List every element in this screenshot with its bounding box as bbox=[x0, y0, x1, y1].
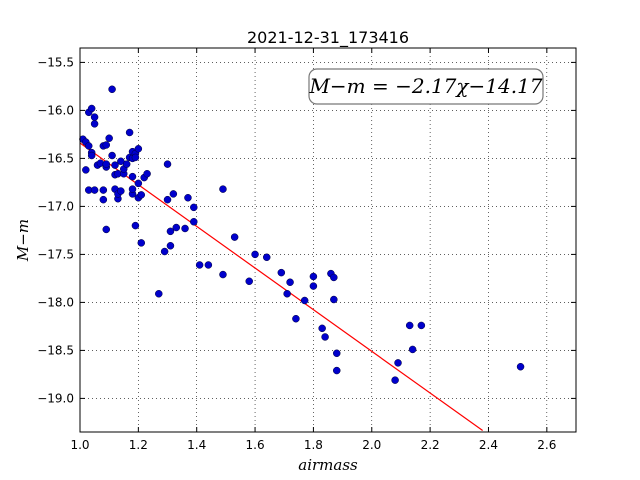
fit-annotation: M−m = −2.17χ−14.17 bbox=[308, 68, 544, 105]
data-point bbox=[90, 113, 99, 121]
data-point bbox=[128, 172, 137, 181]
fit-line bbox=[79, 142, 483, 432]
data-point bbox=[321, 333, 329, 341]
x-tick-label: 1.0 bbox=[70, 438, 89, 452]
y-axis-label: M−m bbox=[14, 219, 32, 262]
x-tick-label: 1.6 bbox=[246, 438, 265, 452]
data-point bbox=[286, 278, 294, 286]
data-point bbox=[318, 324, 326, 333]
data-point bbox=[230, 233, 239, 241]
chart-title: 2021-12-31_173416 bbox=[247, 28, 409, 48]
data-point bbox=[309, 282, 318, 290]
y-tick-label: −17.5 bbox=[37, 247, 74, 261]
data-point bbox=[394, 359, 402, 367]
data-point bbox=[163, 195, 172, 204]
y-tick-label: −16.0 bbox=[37, 103, 74, 117]
data-point bbox=[309, 272, 318, 281]
data-point bbox=[245, 277, 253, 286]
fit-line-layer bbox=[79, 142, 483, 432]
data-point bbox=[160, 247, 169, 256]
x-tick-label: 2.4 bbox=[479, 438, 498, 452]
scatter-points bbox=[79, 85, 525, 384]
data-point bbox=[117, 187, 125, 195]
data-point bbox=[137, 191, 146, 199]
data-point bbox=[330, 273, 338, 282]
data-point bbox=[417, 321, 426, 330]
data-point bbox=[137, 239, 146, 247]
data-point bbox=[128, 185, 137, 193]
data-point bbox=[405, 321, 414, 330]
x-axis-label: airmass bbox=[298, 456, 358, 474]
data-point bbox=[105, 134, 113, 142]
data-point bbox=[172, 223, 181, 232]
annotation-box bbox=[308, 68, 544, 105]
data-point bbox=[90, 120, 99, 128]
data-point bbox=[277, 268, 286, 277]
data-point bbox=[169, 190, 178, 198]
data-point bbox=[166, 242, 175, 250]
x-tick-labels: 1.0 1.2 1.4 1.6 1.8 2.0 2.2 2.4 2.6 bbox=[70, 438, 556, 452]
data-point bbox=[181, 224, 189, 233]
data-point bbox=[122, 160, 131, 168]
y-tick-label: −16.5 bbox=[37, 151, 74, 165]
data-point bbox=[391, 376, 399, 384]
data-point bbox=[283, 290, 291, 298]
data-point bbox=[516, 362, 525, 371]
data-point bbox=[190, 218, 198, 226]
data-point bbox=[219, 185, 227, 193]
data-point bbox=[333, 349, 341, 358]
data-point bbox=[155, 290, 163, 298]
data-point bbox=[85, 142, 93, 150]
data-point bbox=[330, 295, 338, 304]
data-point bbox=[82, 166, 90, 174]
data-point bbox=[125, 128, 134, 137]
data-point bbox=[131, 221, 140, 230]
data-point bbox=[87, 104, 96, 113]
data-point bbox=[102, 160, 111, 168]
data-point bbox=[108, 151, 116, 160]
y-tick-labels: −15.5 −16.0 −16.5 −17.0 −17.5 −18.0 −18.5 −19.0 bbox=[37, 55, 74, 405]
y-tick-label: −19.0 bbox=[37, 391, 74, 405]
y-tick-label: −18.0 bbox=[37, 295, 74, 309]
data-point bbox=[99, 186, 108, 194]
data-point bbox=[195, 261, 204, 269]
data-point bbox=[262, 253, 271, 262]
x-tick-label: 1.8 bbox=[304, 438, 323, 452]
x-tick-label: 1.2 bbox=[129, 438, 148, 452]
data-point bbox=[131, 153, 140, 162]
x-tick-label: 2.0 bbox=[362, 438, 381, 452]
data-point bbox=[408, 345, 417, 354]
data-point bbox=[102, 225, 111, 234]
data-point bbox=[190, 203, 198, 212]
data-point bbox=[333, 366, 341, 375]
x-tick-label: 2.2 bbox=[421, 438, 440, 452]
data-point bbox=[219, 270, 227, 279]
data-point bbox=[163, 160, 172, 168]
data-point bbox=[87, 151, 96, 160]
data-point bbox=[184, 194, 192, 202]
data-point bbox=[300, 296, 309, 305]
y-tick-label: −17.0 bbox=[37, 199, 74, 213]
data-point bbox=[143, 170, 151, 178]
data-point bbox=[166, 227, 175, 236]
data-point bbox=[108, 85, 116, 94]
data-point bbox=[251, 250, 259, 259]
data-point bbox=[292, 314, 300, 323]
x-tick-label: 1.4 bbox=[187, 438, 206, 452]
data-point bbox=[134, 179, 143, 188]
fit-equation: M−m = −2.17χ−14.17 bbox=[308, 74, 542, 98]
data-point bbox=[204, 261, 213, 269]
data-point bbox=[102, 141, 111, 149]
y-tick-label: −18.5 bbox=[37, 343, 74, 357]
data-point bbox=[99, 195, 108, 204]
plot-frame bbox=[79, 47, 577, 433]
y-tick-label: −15.5 bbox=[37, 55, 74, 69]
data-point bbox=[134, 145, 143, 153]
data-point bbox=[90, 186, 99, 194]
grid bbox=[79, 48, 576, 432]
data-point bbox=[111, 161, 119, 169]
axis-ticks bbox=[79, 48, 576, 432]
x-tick-label: 2.6 bbox=[537, 438, 556, 452]
